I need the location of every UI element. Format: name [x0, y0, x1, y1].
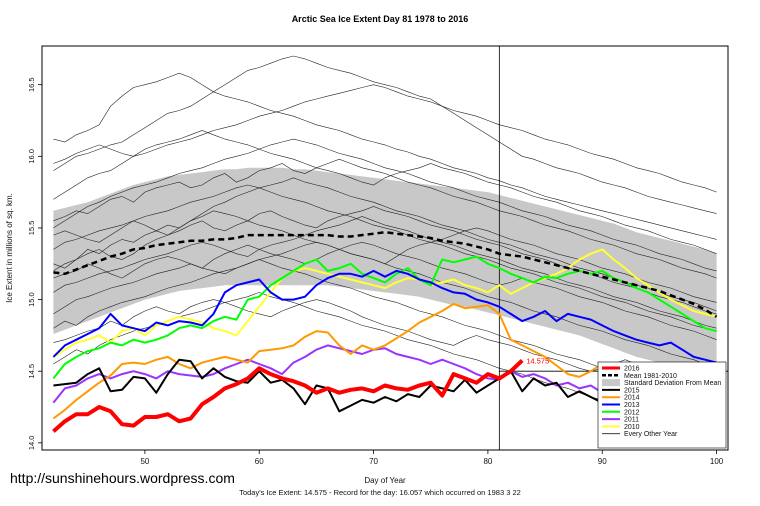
- x-tick-label: 70: [369, 457, 378, 466]
- y-tick-label: 15.0: [27, 292, 36, 307]
- series-line-2016: [52, 359, 524, 433]
- x-tick-label: 60: [255, 457, 264, 466]
- other-year-line: [53, 84, 717, 200]
- y-axis-label: Ice Extent in millions of sq. km.: [5, 193, 14, 303]
- series-line-2013: [52, 269, 717, 364]
- legend-label: 2012: [624, 409, 640, 416]
- legend-label: 2014: [624, 395, 640, 402]
- x-tick-label: 100: [710, 457, 724, 466]
- series-line-mean-1981-2010: [53, 230, 718, 318]
- chart-subtitle: Today's Ice Extent: 14.575 - Record for …: [239, 488, 521, 497]
- x-tick-label: 80: [483, 457, 492, 466]
- legend-label: 2013: [624, 402, 640, 409]
- legend-label: 2011: [624, 417, 639, 424]
- std-dev-band: [53, 167, 717, 377]
- legend-label: 2015: [624, 387, 640, 394]
- y-tick-label: 16.5: [27, 77, 36, 92]
- y-axis: 14.0 14.5 15.0 15.5 16.0 16.5: [27, 77, 42, 450]
- other-year-line: [53, 138, 717, 272]
- current-value-label: 14.575: [526, 356, 549, 365]
- other-year-line: [53, 206, 717, 315]
- series-line-2010: [52, 248, 717, 358]
- other-year-line: [53, 184, 717, 332]
- other-year-line: [53, 55, 717, 214]
- legend-label: Every Other Year: [624, 431, 678, 438]
- x-tick-label: 90: [598, 457, 607, 466]
- other-year-line: [53, 158, 717, 279]
- series-line-2012: [52, 255, 717, 380]
- other-year-line: [53, 216, 717, 329]
- other-year-line: [53, 177, 717, 312]
- other-year-line: [53, 241, 717, 340]
- x-axis-label: Day of Year: [364, 476, 406, 485]
- plot-frame: [41, 45, 729, 451]
- y-tick-label: 16.0: [27, 149, 36, 164]
- y-tick-label: 15.5: [27, 221, 36, 236]
- legend-label: 2010: [624, 424, 640, 431]
- other-year-line: [53, 72, 717, 240]
- legend-label: Standard Deviation From Mean: [624, 380, 721, 387]
- x-tick-label: 50: [140, 457, 149, 466]
- legend-label: Mean 1981-2010: [624, 373, 677, 380]
- chart-title: Arctic Sea Ice Extent Day 81 1978 to 201…: [292, 14, 469, 24]
- y-tick-label: 14.5: [27, 364, 36, 379]
- watermark: http://sunshinehours.wordpress.com: [10, 470, 235, 486]
- other-year-line: [53, 130, 717, 254]
- legend-label: 2016: [624, 366, 640, 373]
- y-tick-label: 14.0: [27, 436, 36, 451]
- other-year-line: [53, 210, 717, 303]
- x-axis: 50 60 70 80 90 100: [140, 450, 724, 466]
